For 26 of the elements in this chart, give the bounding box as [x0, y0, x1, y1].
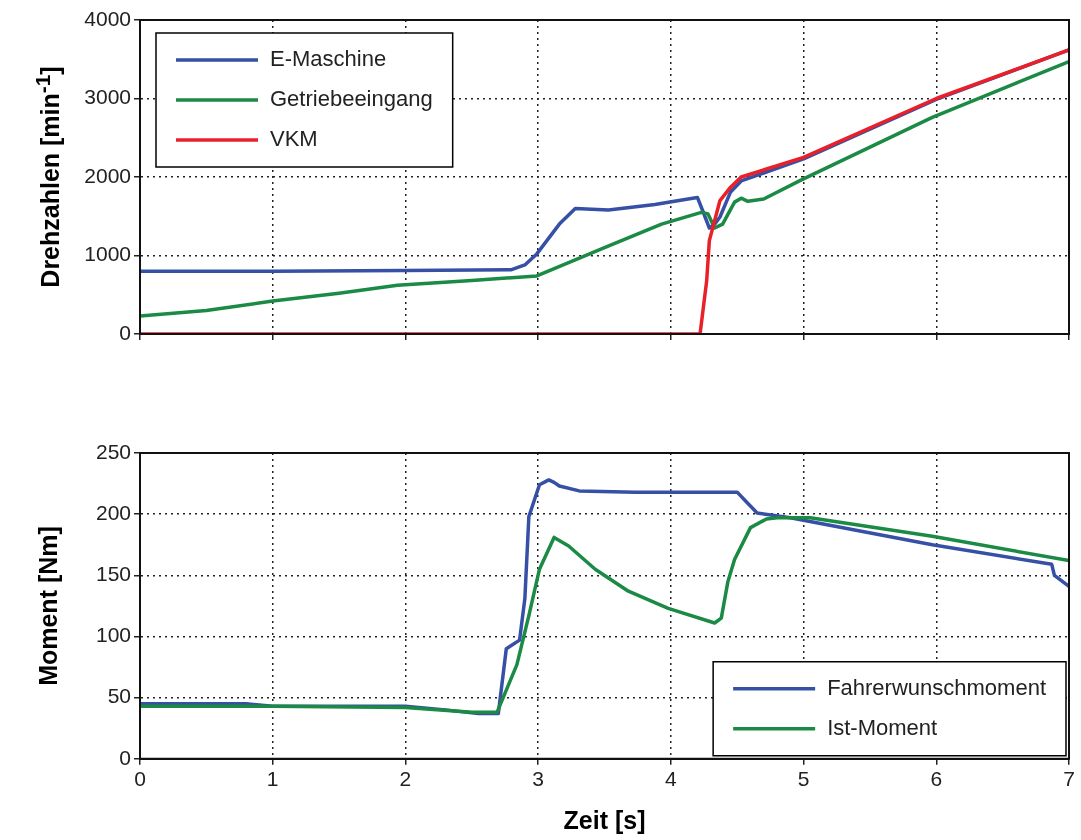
x-tick-label: 6 [930, 767, 943, 791]
x-tick-label: 7 [1063, 767, 1075, 791]
y-tick-label: 4000 [84, 6, 131, 30]
y-tick-label: 3000 [84, 85, 131, 109]
y-tick-label: 250 [95, 439, 131, 463]
y-tick-label: 150 [95, 562, 131, 586]
y-tick-label: 0 [119, 320, 131, 344]
y-tick-label: 2000 [84, 163, 131, 187]
y-axis-title: Moment [Nm] [33, 526, 63, 686]
y-tick-label: 50 [107, 684, 131, 708]
x-tick-label: 2 [399, 767, 412, 791]
y-tick-label: 0 [119, 745, 131, 769]
legend-label: Getriebeeingang [270, 86, 433, 112]
legend-label: E-Maschine [270, 46, 387, 72]
x-tick-label: 5 [797, 767, 810, 791]
legend-label: VKM [270, 126, 318, 152]
x-tick-label: 0 [134, 767, 146, 791]
legend-label: Fahrerwunschmoment [827, 674, 1047, 700]
x-tick-label: 4 [665, 767, 678, 791]
x-axis-title: Zeit [s] [563, 806, 646, 835]
x-tick-label: 3 [532, 767, 544, 791]
x-tick-label: 1 [266, 767, 279, 791]
y-tick-label: 200 [95, 500, 131, 524]
y-tick-label: 1000 [84, 242, 131, 266]
y-tick-label: 100 [95, 623, 131, 647]
legend-label: Ist-Moment [827, 714, 938, 740]
